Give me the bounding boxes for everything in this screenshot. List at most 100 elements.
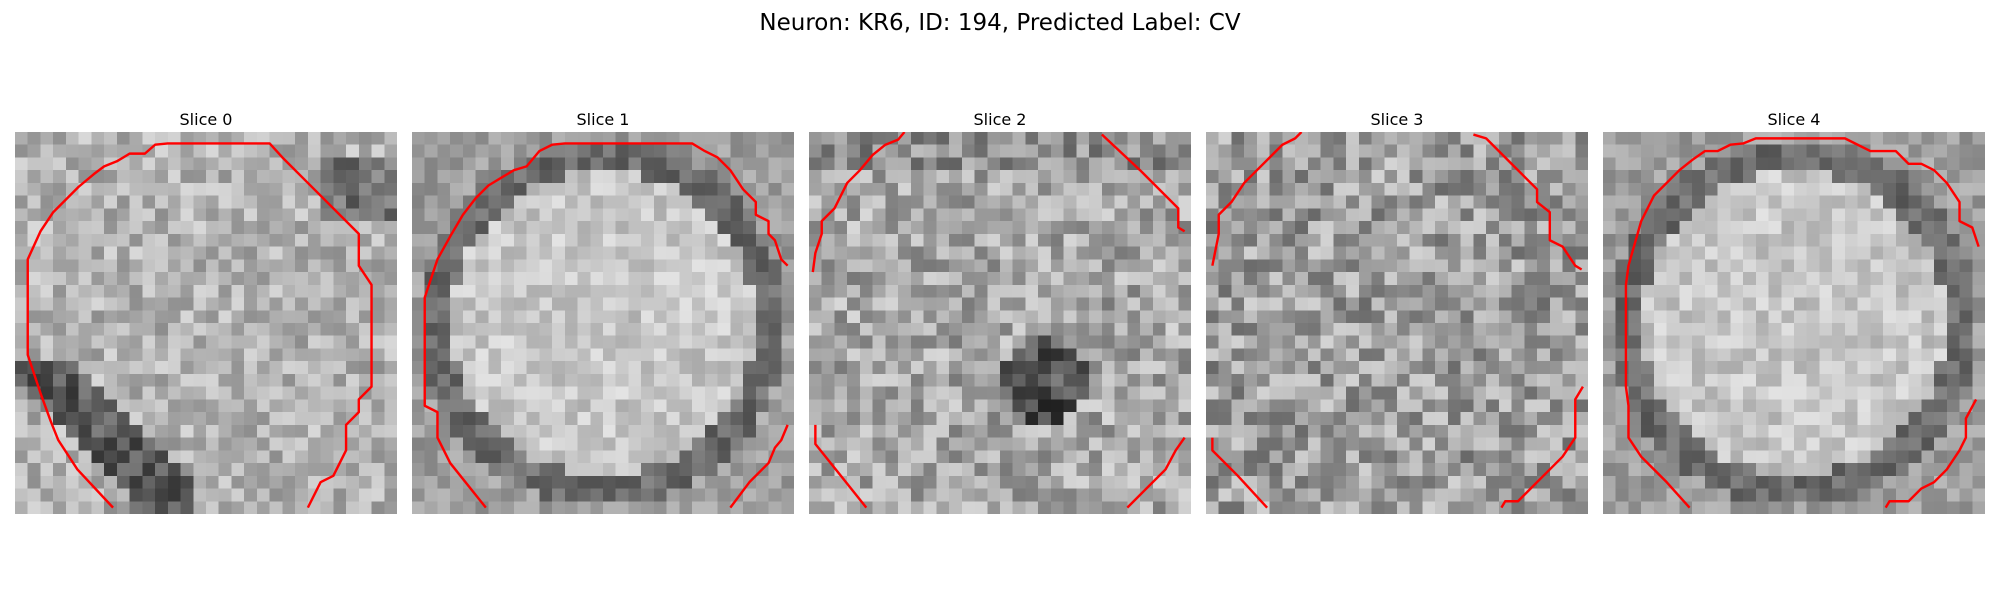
panel-slice-3: Slice 3 [1206, 110, 1588, 514]
pixel [1717, 246, 1731, 260]
pixel [269, 208, 283, 222]
pixel [653, 412, 667, 426]
pixel [412, 284, 425, 298]
pixel [1806, 297, 1820, 311]
pixel [282, 259, 296, 273]
pixel [603, 386, 616, 400]
pixel [1730, 297, 1744, 311]
pixel [1384, 475, 1398, 489]
pixel [1819, 170, 1833, 184]
pixel [1908, 348, 1922, 362]
pixel [116, 335, 130, 349]
pixel [1282, 246, 1296, 260]
pixel [1819, 259, 1833, 273]
pixel [961, 157, 975, 171]
pixel [256, 259, 270, 273]
pixel [218, 195, 232, 209]
pixel [1127, 221, 1141, 235]
pixel [1307, 157, 1321, 171]
pixel [717, 348, 731, 362]
pixel [679, 272, 693, 286]
pixel [27, 488, 41, 502]
pixel [1256, 246, 1270, 260]
pixel [475, 310, 489, 324]
pixel [1460, 361, 1474, 375]
pixel [1895, 157, 1909, 171]
pixel [104, 424, 118, 438]
pixel [104, 284, 118, 298]
pixel [1025, 412, 1039, 426]
pixel [116, 170, 130, 184]
pixel [1114, 348, 1128, 362]
pixel [1615, 195, 1629, 209]
pixel [859, 170, 873, 184]
pixel [1218, 157, 1232, 171]
pixel [628, 323, 642, 336]
pixel [898, 399, 912, 413]
pixel [1218, 424, 1232, 438]
pixel [1730, 399, 1744, 413]
pixel [1101, 208, 1115, 222]
pixel [1152, 170, 1166, 184]
figure-title: Neuron: KR6, ID: 194, Predicted Label: C… [759, 10, 1241, 36]
pixel [1908, 450, 1922, 464]
pixel [809, 488, 822, 502]
pixel [564, 373, 578, 387]
pixel [526, 475, 540, 489]
pixel [526, 335, 540, 349]
pixel [1101, 361, 1115, 375]
pixel [1435, 272, 1449, 286]
pixel [1844, 284, 1858, 298]
pixel [949, 361, 963, 375]
pixel [142, 463, 156, 477]
pixel [1781, 284, 1795, 298]
pixel [987, 348, 1001, 362]
pixel [641, 195, 655, 209]
pixel [847, 208, 861, 222]
pixel [743, 259, 757, 273]
pixel [603, 399, 616, 413]
pixel [1959, 373, 1973, 387]
pixel [1743, 335, 1757, 349]
pixel [653, 424, 667, 438]
pixel [1333, 399, 1347, 413]
pixel [1806, 157, 1820, 171]
pixel [15, 323, 28, 336]
pixel [1397, 132, 1410, 145]
pixel [755, 208, 769, 222]
pixel [1165, 361, 1179, 375]
pixel [949, 488, 963, 502]
pixel [1012, 132, 1026, 145]
pixel [180, 399, 194, 413]
pixel [1498, 310, 1512, 324]
pixel [1063, 195, 1077, 209]
pixel [1282, 437, 1296, 451]
pixel [717, 399, 731, 413]
pixel [1768, 463, 1782, 477]
pixel [653, 284, 667, 298]
pixel [1781, 208, 1795, 222]
pixel [1101, 348, 1115, 362]
pixel [872, 259, 886, 273]
pixel [104, 399, 118, 413]
pixel [1717, 424, 1731, 438]
pixel [1358, 475, 1372, 489]
pixel [180, 463, 194, 477]
pixel [847, 221, 861, 235]
pixel [590, 233, 604, 247]
pixel [1012, 233, 1026, 247]
pixel [320, 501, 334, 514]
pixel [1511, 463, 1525, 477]
pixel [987, 297, 1001, 311]
pixel [1692, 132, 1706, 145]
pixel [1435, 450, 1449, 464]
pixel [1140, 488, 1154, 502]
pixel [91, 310, 105, 324]
pixel [1844, 335, 1858, 349]
pixel [1473, 463, 1487, 477]
pixel [1076, 348, 1090, 362]
pixel [717, 284, 731, 298]
pixel [1832, 221, 1846, 235]
pixel [1832, 361, 1846, 375]
pixel [384, 475, 397, 489]
